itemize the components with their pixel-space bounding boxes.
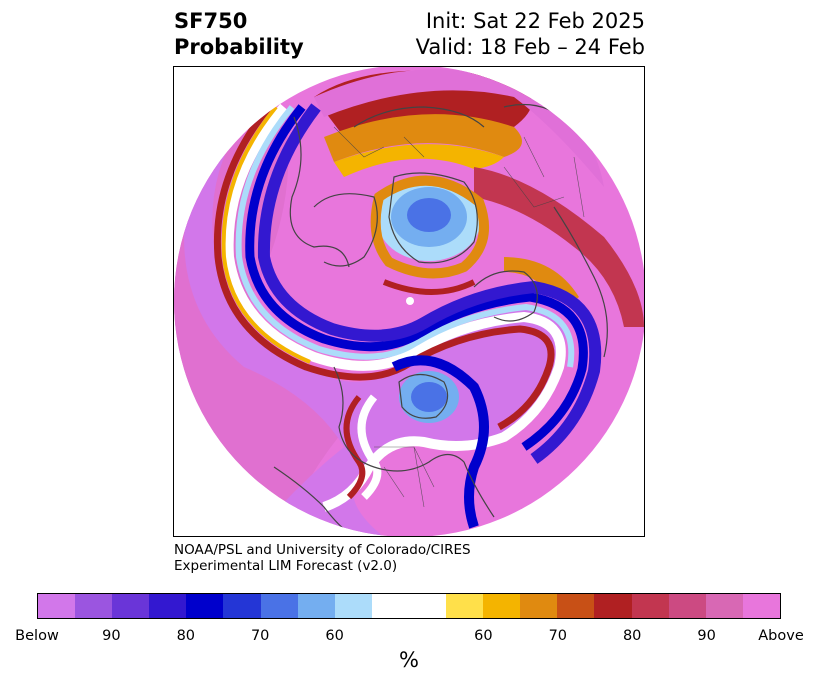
colorbar-segment bbox=[594, 594, 632, 618]
colorbar-segment bbox=[112, 594, 150, 618]
colorbar-tick-label: 80 bbox=[176, 628, 196, 644]
colorbar-segment bbox=[334, 594, 372, 618]
credit-line-1: NOAA/PSL and University of Colorado/CIRE… bbox=[174, 542, 471, 558]
band-arctic-orange bbox=[324, 114, 522, 162]
swirl-blue-dark bbox=[245, 104, 588, 451]
cell-arctic-blue-dark bbox=[407, 198, 451, 232]
colorbar-segment bbox=[668, 594, 706, 618]
variable-type: Probability bbox=[174, 35, 304, 59]
colorbar-segment bbox=[408, 594, 447, 618]
credit-line-2: Experimental LIM Forecast (v2.0) bbox=[174, 558, 398, 574]
band-arctic-orange-ring bbox=[370, 175, 489, 279]
colorbar-tick-label: 90 bbox=[697, 628, 716, 644]
colorbar-segment bbox=[75, 594, 113, 618]
borders bbox=[333, 126, 585, 508]
colorbar-segment bbox=[38, 594, 76, 618]
colorbar-segment bbox=[483, 594, 521, 618]
colorbar-tick-label: 80 bbox=[622, 628, 642, 644]
init-date: Init: Sat 22 Feb 2025 bbox=[425, 9, 645, 33]
map-frame bbox=[173, 66, 645, 537]
colorbar-tick-label: Below bbox=[15, 628, 59, 644]
colorbar-segment bbox=[705, 594, 743, 618]
band-na-blue-dark bbox=[391, 355, 489, 529]
pole-marker bbox=[406, 297, 414, 305]
colorbar-segment bbox=[520, 594, 558, 618]
swirl-white-core bbox=[223, 103, 566, 512]
colorbar-tick-label: 70 bbox=[548, 628, 568, 644]
colorbar-segment bbox=[557, 594, 595, 618]
colorbar-tick-label: 60 bbox=[474, 628, 493, 644]
title-left: SF750 Probability bbox=[174, 8, 304, 60]
colorbar-segment bbox=[186, 594, 224, 618]
colorbar-tick-label: 90 bbox=[102, 628, 121, 644]
variable-name: SF750 bbox=[174, 9, 248, 33]
swirl-cyan bbox=[235, 105, 575, 368]
title-right: Init: Sat 22 Feb 2025 Valid: 18 Feb – 24… bbox=[416, 8, 645, 60]
colorbar-segment bbox=[297, 594, 335, 618]
colorbar-tick-label: 70 bbox=[250, 628, 270, 644]
colorbar-segment bbox=[223, 594, 261, 618]
colorbar-segment bbox=[446, 594, 484, 618]
colorbar-unit: % bbox=[399, 648, 419, 672]
swirl-orange-edge bbox=[221, 105, 311, 364]
colorbar-tick-label: 60 bbox=[325, 628, 344, 644]
colorbar-segment bbox=[371, 594, 409, 618]
swirl-blue bbox=[257, 103, 602, 464]
colorbar-segment bbox=[149, 594, 187, 618]
band-arctic-yellow bbox=[334, 144, 504, 177]
cell-na-blue bbox=[411, 382, 447, 412]
colorbar bbox=[37, 593, 781, 619]
colorbar-segment bbox=[260, 594, 298, 618]
colorbar-segment bbox=[631, 594, 669, 618]
colorbar-tick-label: Above bbox=[758, 628, 804, 644]
map-disk bbox=[174, 67, 644, 536]
swirl-below-fill bbox=[184, 107, 566, 536]
credit-text: NOAA/PSL and University of Colorado/CIRE… bbox=[174, 542, 471, 574]
band-arctic-red-ring bbox=[382, 279, 476, 295]
polar-map bbox=[174, 67, 644, 536]
band-eurasia-red bbox=[474, 167, 644, 327]
colorbar-segment bbox=[742, 594, 780, 618]
valid-range: Valid: 18 Feb – 24 Feb bbox=[415, 35, 645, 59]
band-na-red bbox=[343, 395, 366, 500]
band-na-white bbox=[357, 394, 382, 500]
swirl-red-edge bbox=[213, 104, 555, 431]
